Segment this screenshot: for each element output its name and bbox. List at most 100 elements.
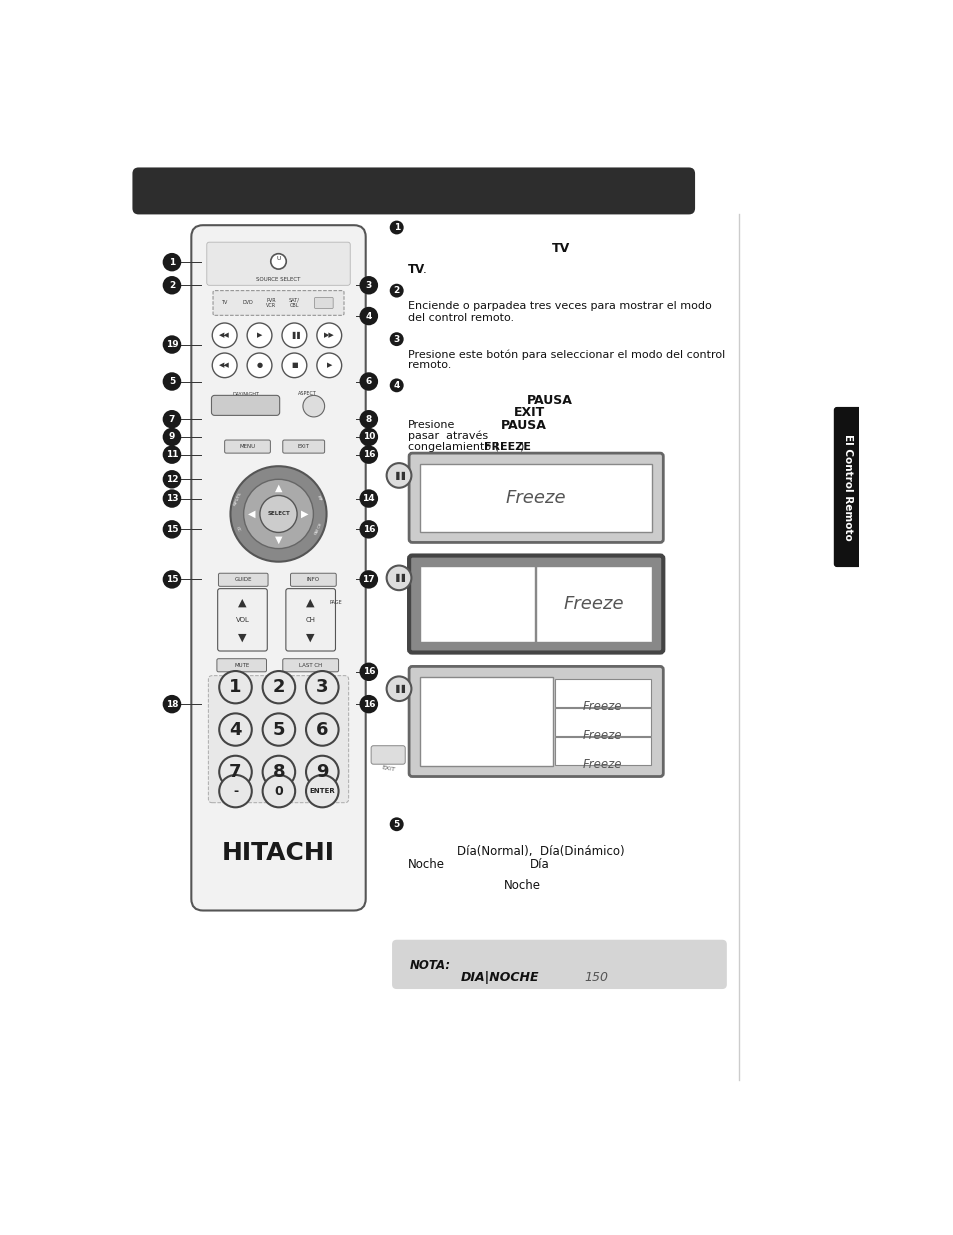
Text: 1: 1 xyxy=(169,258,175,267)
Text: 4: 4 xyxy=(365,311,372,321)
Circle shape xyxy=(390,818,403,831)
FancyBboxPatch shape xyxy=(216,658,266,672)
Circle shape xyxy=(212,353,236,378)
Text: Enciende o parpadea tres veces para mostrar el modo: Enciende o parpadea tres veces para most… xyxy=(408,301,711,311)
Text: 9: 9 xyxy=(315,763,328,781)
Bar xyxy=(555,679,650,706)
Text: 14: 14 xyxy=(362,494,375,503)
Text: ◀◀: ◀◀ xyxy=(219,362,230,368)
FancyBboxPatch shape xyxy=(132,168,695,215)
Text: CH: CH xyxy=(305,618,315,624)
FancyBboxPatch shape xyxy=(192,225,365,910)
Text: PVR
VCR: PVR VCR xyxy=(266,298,276,309)
FancyBboxPatch shape xyxy=(314,298,333,309)
FancyBboxPatch shape xyxy=(409,556,662,652)
Text: Presione este botón para seleccionar el modo del control: Presione este botón para seleccionar el … xyxy=(408,350,725,359)
Text: ▶: ▶ xyxy=(301,509,308,519)
FancyBboxPatch shape xyxy=(224,440,270,453)
Text: DIA|NOCHE: DIA|NOCHE xyxy=(459,971,538,984)
Text: 8: 8 xyxy=(273,763,285,781)
Text: VOL: VOL xyxy=(235,618,249,624)
Text: Freeze: Freeze xyxy=(505,489,566,506)
Text: CC: CC xyxy=(235,526,241,532)
Text: 5: 5 xyxy=(273,720,285,739)
Circle shape xyxy=(359,275,377,294)
Text: ENTER: ENTER xyxy=(309,788,335,794)
Text: 6: 6 xyxy=(315,720,328,739)
Circle shape xyxy=(162,471,181,489)
Text: SAT/
CBL: SAT/ CBL xyxy=(289,298,299,309)
Text: ◀: ◀ xyxy=(248,509,255,519)
Text: Freeze: Freeze xyxy=(582,729,622,742)
Text: EXIT: EXIT xyxy=(514,406,545,419)
Circle shape xyxy=(386,677,411,701)
FancyBboxPatch shape xyxy=(392,940,726,989)
Circle shape xyxy=(306,756,338,788)
Circle shape xyxy=(359,372,377,390)
Text: EXIT: EXIT xyxy=(297,443,310,448)
Text: 2: 2 xyxy=(394,287,399,295)
Text: 8: 8 xyxy=(365,415,372,424)
Text: ▼: ▼ xyxy=(306,632,314,642)
FancyBboxPatch shape xyxy=(291,573,335,587)
Text: Presione: Presione xyxy=(408,420,456,431)
FancyBboxPatch shape xyxy=(218,573,268,587)
Text: PIP: PIP xyxy=(315,495,321,503)
Circle shape xyxy=(306,714,338,746)
Bar xyxy=(419,567,535,642)
Text: GUIDE: GUIDE xyxy=(234,577,252,582)
Circle shape xyxy=(162,253,181,272)
Text: SOURCE SELECT: SOURCE SELECT xyxy=(256,277,300,282)
Text: del control remoto.: del control remoto. xyxy=(408,312,514,322)
Text: 18: 18 xyxy=(166,700,178,709)
Text: ◀◀: ◀◀ xyxy=(219,332,230,338)
Text: ▐▐: ▐▐ xyxy=(392,573,405,583)
Circle shape xyxy=(282,324,307,347)
Bar xyxy=(419,677,553,766)
Text: 5: 5 xyxy=(169,377,175,387)
Text: 6: 6 xyxy=(365,377,372,387)
Text: 9: 9 xyxy=(169,432,175,441)
Circle shape xyxy=(262,714,294,746)
Text: ▶▶: ▶▶ xyxy=(324,332,335,338)
Text: 17: 17 xyxy=(362,576,375,584)
Bar xyxy=(536,567,651,642)
Circle shape xyxy=(390,378,403,393)
FancyBboxPatch shape xyxy=(371,746,405,764)
Circle shape xyxy=(162,427,181,446)
Text: MENU: MENU xyxy=(239,443,254,448)
Text: Noche: Noche xyxy=(503,879,540,893)
Text: 16: 16 xyxy=(362,700,375,709)
Circle shape xyxy=(306,671,338,704)
FancyBboxPatch shape xyxy=(282,440,324,453)
Text: .: . xyxy=(422,263,426,277)
Circle shape xyxy=(359,662,377,680)
Text: 3: 3 xyxy=(394,335,399,343)
Text: 3: 3 xyxy=(365,280,372,290)
Circle shape xyxy=(219,714,252,746)
Text: ▶: ▶ xyxy=(256,332,262,338)
Text: 11: 11 xyxy=(166,451,178,459)
Circle shape xyxy=(271,253,286,269)
Text: Noche: Noche xyxy=(408,858,445,871)
Text: SELECT: SELECT xyxy=(267,511,290,516)
Circle shape xyxy=(386,463,411,488)
Text: 7: 7 xyxy=(169,415,175,424)
Text: TV: TV xyxy=(408,263,425,277)
Text: Freeze: Freeze xyxy=(582,758,622,771)
Text: DAY/NIGHT: DAY/NIGHT xyxy=(232,391,259,396)
Text: FAV CH: FAV CH xyxy=(314,522,323,536)
Circle shape xyxy=(316,324,341,347)
Text: 16: 16 xyxy=(362,525,375,534)
Text: Día: Día xyxy=(530,858,549,871)
FancyBboxPatch shape xyxy=(409,667,662,777)
Text: 2: 2 xyxy=(273,678,285,697)
Text: 4: 4 xyxy=(393,380,399,390)
Text: PAGE: PAGE xyxy=(330,600,342,605)
Text: INFO: INFO xyxy=(306,577,319,582)
Circle shape xyxy=(359,489,377,508)
Circle shape xyxy=(162,275,181,294)
Circle shape xyxy=(359,410,377,429)
Circle shape xyxy=(316,353,341,378)
Circle shape xyxy=(212,324,236,347)
